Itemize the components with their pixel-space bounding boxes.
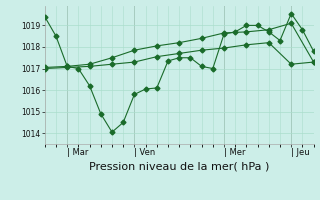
X-axis label: Pression niveau de la mer( hPa ): Pression niveau de la mer( hPa ) [89,161,269,171]
